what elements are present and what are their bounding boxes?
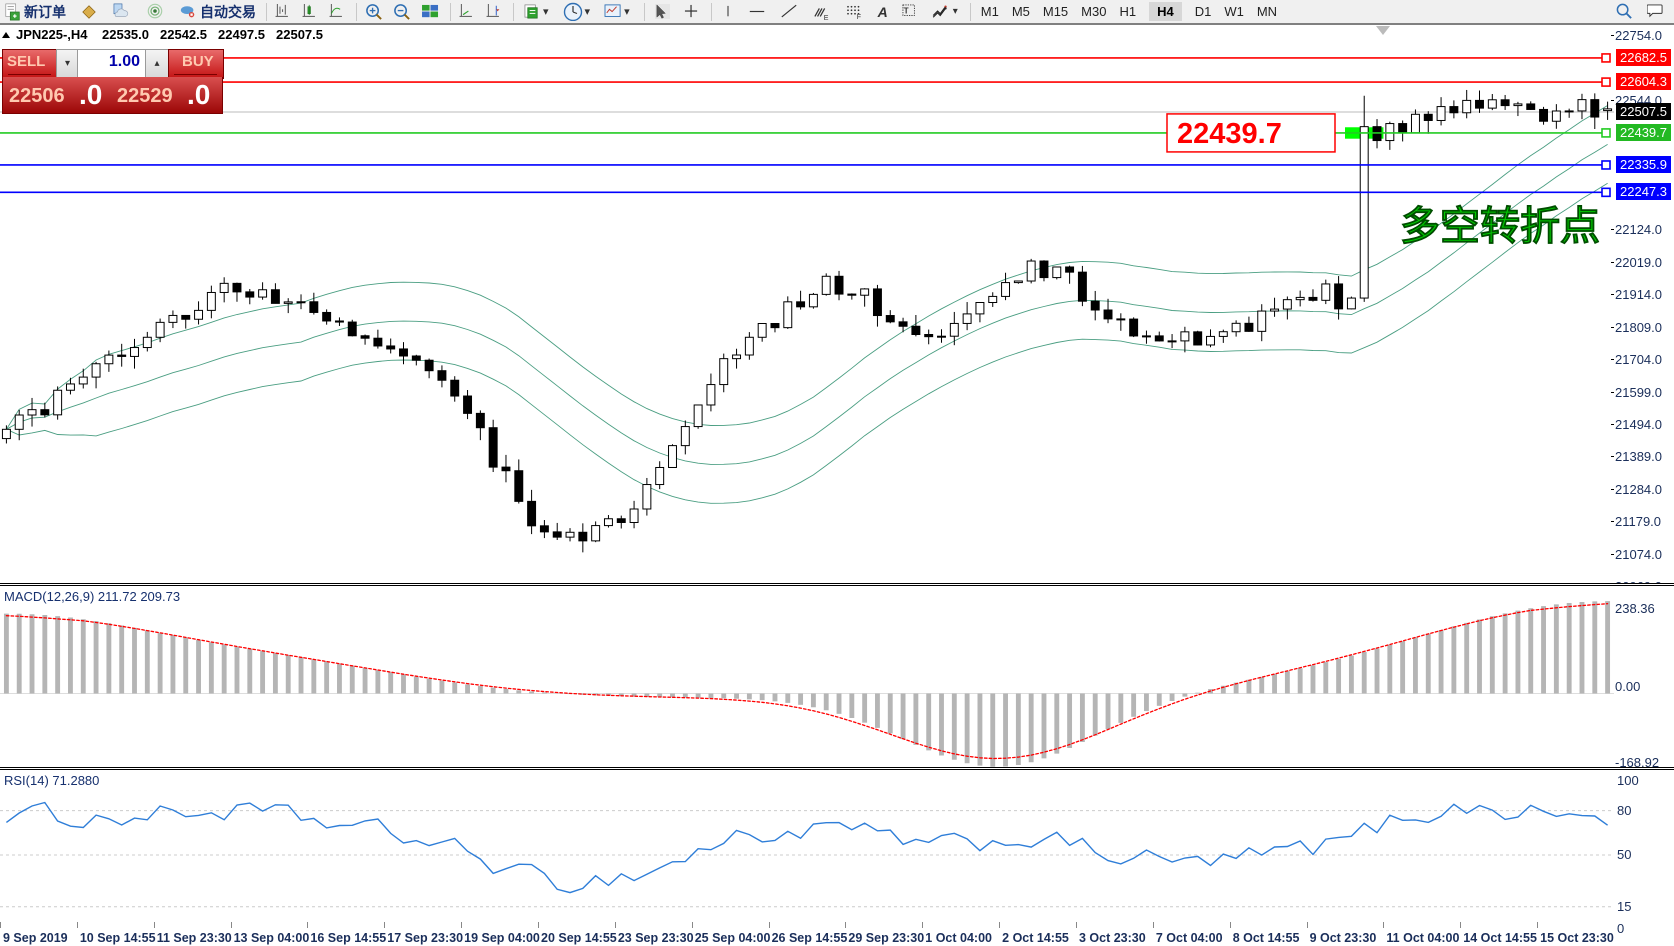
svg-text:22439.7: 22439.7	[1177, 118, 1282, 150]
svg-text:多空转折点: 多空转折点	[1400, 204, 1600, 248]
svg-text:T: T	[904, 7, 909, 16]
svg-text:F: F	[856, 14, 860, 19]
svg-text:E: E	[823, 14, 828, 20]
